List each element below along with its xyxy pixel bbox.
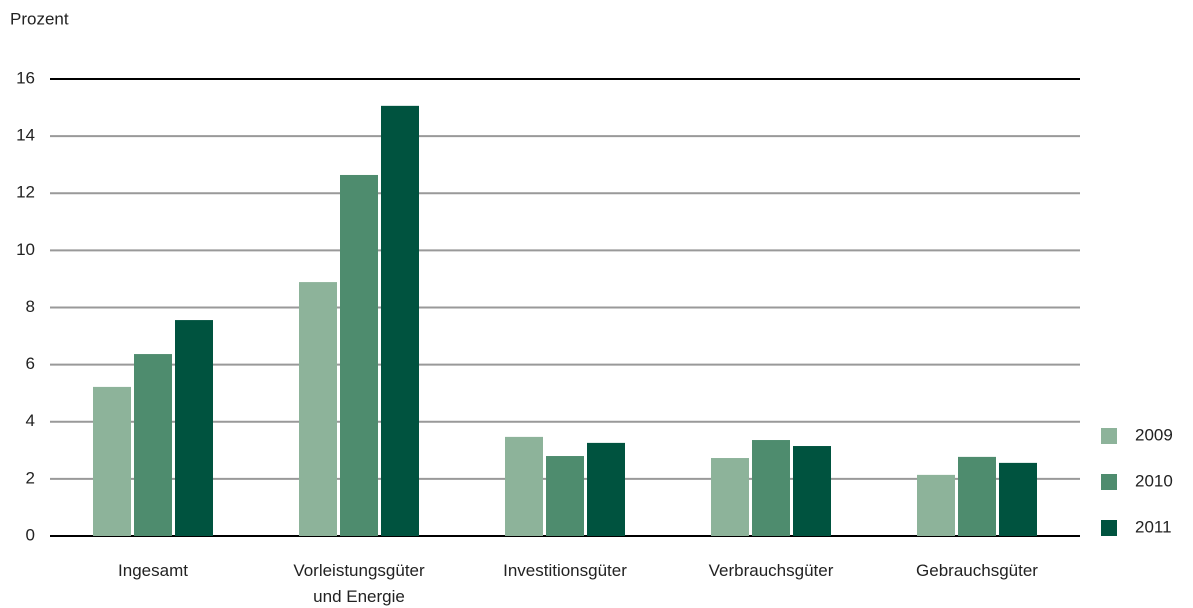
- y-tick-label: 16: [16, 68, 35, 87]
- bar: [999, 462, 1037, 536]
- bar: [134, 354, 172, 536]
- legend-swatch: [1101, 520, 1117, 536]
- bar: [175, 320, 213, 536]
- bar: [299, 282, 337, 536]
- bar: [546, 456, 584, 536]
- y-axis-label: Prozent: [10, 9, 69, 28]
- y-tick-label: 2: [26, 468, 35, 487]
- x-tick-label: Ingesamt: [118, 561, 188, 580]
- legend-label: 2011: [1135, 517, 1172, 536]
- x-tick-label: Investitionsgüter: [503, 561, 627, 580]
- x-tick-label: Verbrauchsgüter: [709, 561, 834, 580]
- y-tick-label: 6: [26, 354, 35, 373]
- bar: [587, 442, 625, 536]
- bar: [340, 174, 378, 536]
- legend-swatch: [1101, 474, 1117, 490]
- y-tick-label: 0: [26, 525, 35, 544]
- bar: [505, 436, 543, 536]
- y-tick-label: 10: [16, 240, 35, 259]
- y-tick-label: 8: [26, 297, 35, 316]
- y-tick-label: 4: [26, 411, 35, 430]
- legend-swatch: [1101, 428, 1117, 444]
- legend-label: 2009: [1135, 425, 1173, 444]
- x-tick-label: Vorleistungsgüter und Energie: [293, 561, 425, 606]
- y-tick-label: 14: [16, 126, 35, 145]
- bar: [711, 458, 749, 536]
- legend-label: 2010: [1135, 471, 1173, 490]
- bar: [958, 456, 996, 536]
- bar: [752, 440, 790, 536]
- bar: [381, 105, 419, 536]
- bar: [917, 474, 955, 536]
- bar: [793, 446, 831, 536]
- y-tick-label: 12: [16, 183, 35, 202]
- x-tick-label: Gebrauchsgüter: [916, 561, 1038, 580]
- bar: [93, 386, 131, 536]
